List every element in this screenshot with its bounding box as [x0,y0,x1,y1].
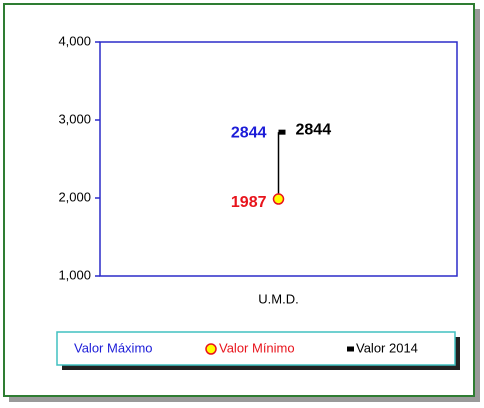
min-marker [272,193,285,205]
legend-label: Valor 2014 [356,340,418,355]
value-label: 2844 [296,121,332,138]
plot-area [99,41,458,277]
legend-symbol [347,346,354,352]
legend-box [56,331,456,366]
y-tick-label: 1,000 [58,267,91,282]
frame [3,3,475,397]
legend-label: Valor Mínimo [219,340,295,355]
y-tick-label: 3,000 [58,111,91,126]
y-tick-label: 4,000 [58,33,91,48]
y-tick-label: 2,000 [58,189,91,204]
value-label: 2844 [231,124,267,141]
legend-symbol [205,343,217,355]
current-marker [278,129,286,135]
x-tick-label: U.M.D. [258,291,298,306]
legend-label: Valor Máximo [74,340,153,355]
value-label: 1987 [231,194,267,211]
